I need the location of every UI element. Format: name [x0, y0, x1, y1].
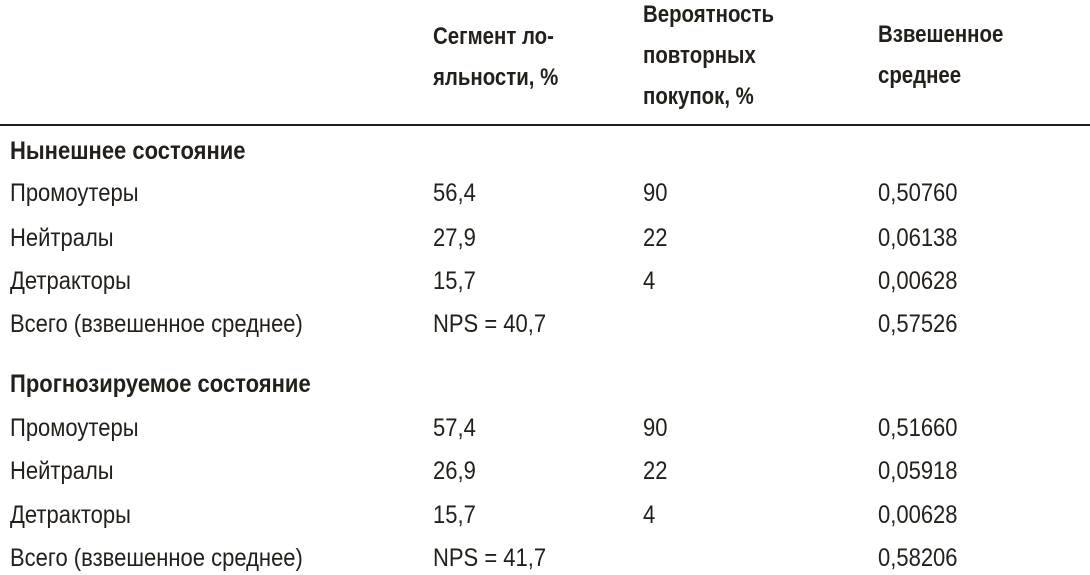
table-row: Промоутеры 57,4 90 0,51660 — [0, 414, 1090, 444]
table-row: Нейтралы 27,9 22 0,06138 — [0, 224, 1090, 254]
header-divider — [0, 124, 1090, 126]
section-title-text: Прогнозируемое состояние — [10, 370, 311, 398]
section-title: Прогнозируемое состояние — [0, 370, 1090, 400]
segment-cell: NPS = 41,7 — [433, 544, 547, 572]
probability-cell: 90 — [643, 179, 668, 207]
table-row: Всего (взвешенное среднее) NPS = 40,7 0,… — [0, 310, 1090, 340]
row-label: Промоутеры — [10, 414, 139, 442]
row-label: Всего (взвешенное среднее) — [10, 310, 303, 338]
segment-cell: 15,7 — [433, 501, 476, 529]
probability-cell: 4 — [643, 267, 656, 295]
segment-cell: 15,7 — [433, 267, 476, 295]
table-row: Детракторы 15,7 4 0,00628 — [0, 501, 1090, 531]
weighted-cell: 0,00628 — [878, 267, 958, 295]
table-row: Нейтралы 26,9 22 0,05918 — [0, 457, 1090, 487]
weighted-cell: 0,58206 — [878, 544, 958, 572]
section-title-text: Нынешнее состояние — [10, 137, 246, 165]
section-title: Нынешнее состояние — [0, 137, 1090, 167]
header-line: Взвешенное — [878, 21, 1004, 48]
header-line: Сегмент ло- — [433, 23, 554, 50]
header-probability: Вероятность повторных покупок, % — [643, 1, 797, 110]
segment-cell: NPS = 40,7 — [433, 310, 547, 338]
header-line: Вероятность — [643, 1, 775, 28]
probability-cell: 90 — [643, 414, 668, 442]
row-label: Детракторы — [10, 501, 131, 529]
weighted-cell: 0,57526 — [878, 310, 958, 338]
table-row: Детракторы 15,7 4 0,00628 — [0, 267, 1090, 297]
header-line: покупок, % — [643, 83, 754, 110]
weighted-cell: 0,51660 — [878, 414, 958, 442]
segment-cell: 57,4 — [433, 414, 476, 442]
row-label: Детракторы — [10, 267, 131, 295]
weighted-cell: 0,06138 — [878, 224, 958, 252]
row-label: Всего (взвешенное среднее) — [10, 544, 303, 572]
probability-cell: 4 — [643, 501, 656, 529]
table-row: Всего (взвешенное среднее) NPS = 41,7 0,… — [0, 544, 1090, 574]
probability-cell: 22 — [643, 457, 668, 485]
row-label: Промоутеры — [10, 179, 139, 207]
segment-cell: 26,9 — [433, 457, 476, 485]
weighted-cell: 0,50760 — [878, 179, 958, 207]
header-weighted: Взвешенное среднее — [878, 21, 1025, 89]
header-line: среднее — [878, 62, 962, 89]
segment-cell: 56,4 — [433, 179, 476, 207]
header-segment: Сегмент ло- яльности, % — [433, 23, 580, 91]
probability-cell: 22 — [643, 224, 668, 252]
header-line: яльности, % — [433, 64, 559, 91]
weighted-cell: 0,00628 — [878, 501, 958, 529]
row-label: Нейтралы — [10, 224, 114, 252]
header-line: повторных — [643, 42, 756, 69]
weighted-cell: 0,05918 — [878, 457, 958, 485]
row-label: Нейтралы — [10, 457, 114, 485]
table-row: Промоутеры 56,4 90 0,50760 — [0, 179, 1090, 209]
segment-cell: 27,9 — [433, 224, 476, 252]
